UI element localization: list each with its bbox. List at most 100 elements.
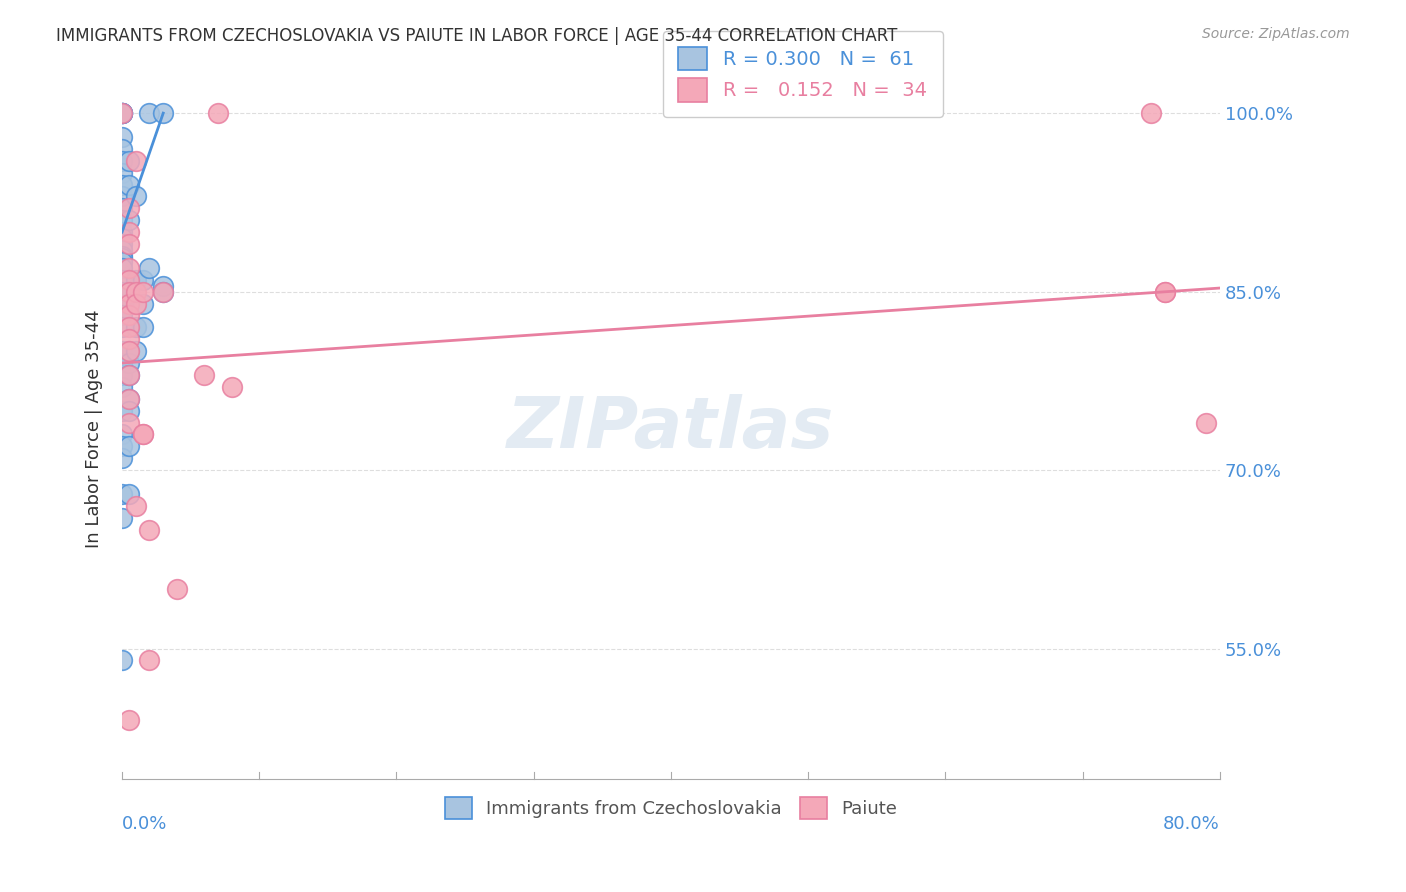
Point [152, 285, 174, 299]
Point [111, 255, 134, 269]
Point [125, 344, 148, 359]
Point [111, 106, 134, 120]
Point [111, 106, 134, 120]
Point [118, 344, 141, 359]
Point [118, 320, 141, 334]
Point [138, 260, 160, 275]
Point [111, 252, 134, 266]
Point [1195, 416, 1218, 430]
Point [111, 153, 134, 168]
Point [118, 713, 141, 727]
Point [221, 380, 243, 394]
Point [111, 427, 134, 442]
Text: 0.0%: 0.0% [122, 815, 167, 833]
Point [111, 285, 134, 299]
Point [111, 344, 134, 359]
Text: 80.0%: 80.0% [1163, 815, 1220, 833]
Point [118, 296, 141, 310]
Point [111, 653, 134, 667]
Point [125, 320, 148, 334]
Point [118, 260, 141, 275]
Point [111, 273, 134, 287]
Point [118, 332, 141, 346]
Point [111, 296, 134, 310]
Point [118, 487, 141, 501]
Point [118, 392, 141, 406]
Point [111, 249, 134, 263]
Point [125, 285, 148, 299]
Point [111, 487, 134, 501]
Point [111, 130, 134, 145]
Point [111, 320, 134, 334]
Point [138, 653, 160, 667]
Point [125, 273, 148, 287]
Point [118, 202, 141, 216]
Point [111, 166, 134, 180]
Point [118, 273, 141, 287]
Point [111, 106, 134, 120]
Point [131, 285, 153, 299]
Point [111, 106, 134, 120]
Point [131, 320, 153, 334]
Point [138, 523, 160, 537]
Point [111, 231, 134, 245]
Point [118, 178, 141, 192]
Point [131, 427, 153, 442]
Point [118, 225, 141, 239]
Point [111, 291, 134, 305]
Point [118, 285, 141, 299]
Y-axis label: In Labor Force | Age 35-44: In Labor Force | Age 35-44 [86, 310, 103, 548]
Point [111, 260, 134, 275]
Point [125, 499, 148, 513]
Point [125, 153, 148, 168]
Point [111, 213, 134, 227]
Point [166, 582, 188, 596]
Point [111, 510, 134, 524]
Point [152, 106, 174, 120]
Point [118, 237, 141, 252]
Point [125, 189, 148, 203]
Point [118, 153, 141, 168]
Point [152, 278, 174, 293]
Point [152, 285, 174, 299]
Point [125, 296, 148, 310]
Point [111, 302, 134, 317]
Point [131, 273, 153, 287]
Text: Source: ZipAtlas.com: Source: ZipAtlas.com [1202, 27, 1350, 41]
Point [111, 368, 134, 382]
Point [118, 309, 141, 323]
Point [118, 392, 141, 406]
Point [118, 213, 141, 227]
Point [111, 202, 134, 216]
Point [118, 368, 141, 382]
Point [118, 439, 141, 453]
Text: IMMIGRANTS FROM CZECHOSLOVAKIA VS PAIUTE IN LABOR FORCE | AGE 35-44 CORRELATION : IMMIGRANTS FROM CZECHOSLOVAKIA VS PAIUTE… [56, 27, 897, 45]
Point [111, 439, 134, 453]
Point [207, 106, 229, 120]
Point [118, 356, 141, 370]
Point [1140, 106, 1163, 120]
Point [1153, 285, 1175, 299]
Point [111, 451, 134, 466]
Point [111, 356, 134, 370]
Point [118, 416, 141, 430]
Point [118, 344, 141, 359]
Point [111, 309, 134, 323]
Point [111, 403, 134, 417]
Legend: Immigrants from Czechoslovakia, Paiute: Immigrants from Czechoslovakia, Paiute [437, 790, 904, 827]
Point [111, 225, 134, 239]
Point [138, 106, 160, 120]
Point [111, 142, 134, 156]
Point [131, 427, 153, 442]
Point [111, 178, 134, 192]
Point [131, 296, 153, 310]
Point [111, 106, 134, 120]
Point [118, 368, 141, 382]
Point [193, 368, 215, 382]
Point [118, 285, 141, 299]
Point [111, 189, 134, 203]
Point [1153, 285, 1175, 299]
Point [111, 237, 134, 252]
Text: ZIPatlas: ZIPatlas [508, 394, 835, 463]
Point [111, 380, 134, 394]
